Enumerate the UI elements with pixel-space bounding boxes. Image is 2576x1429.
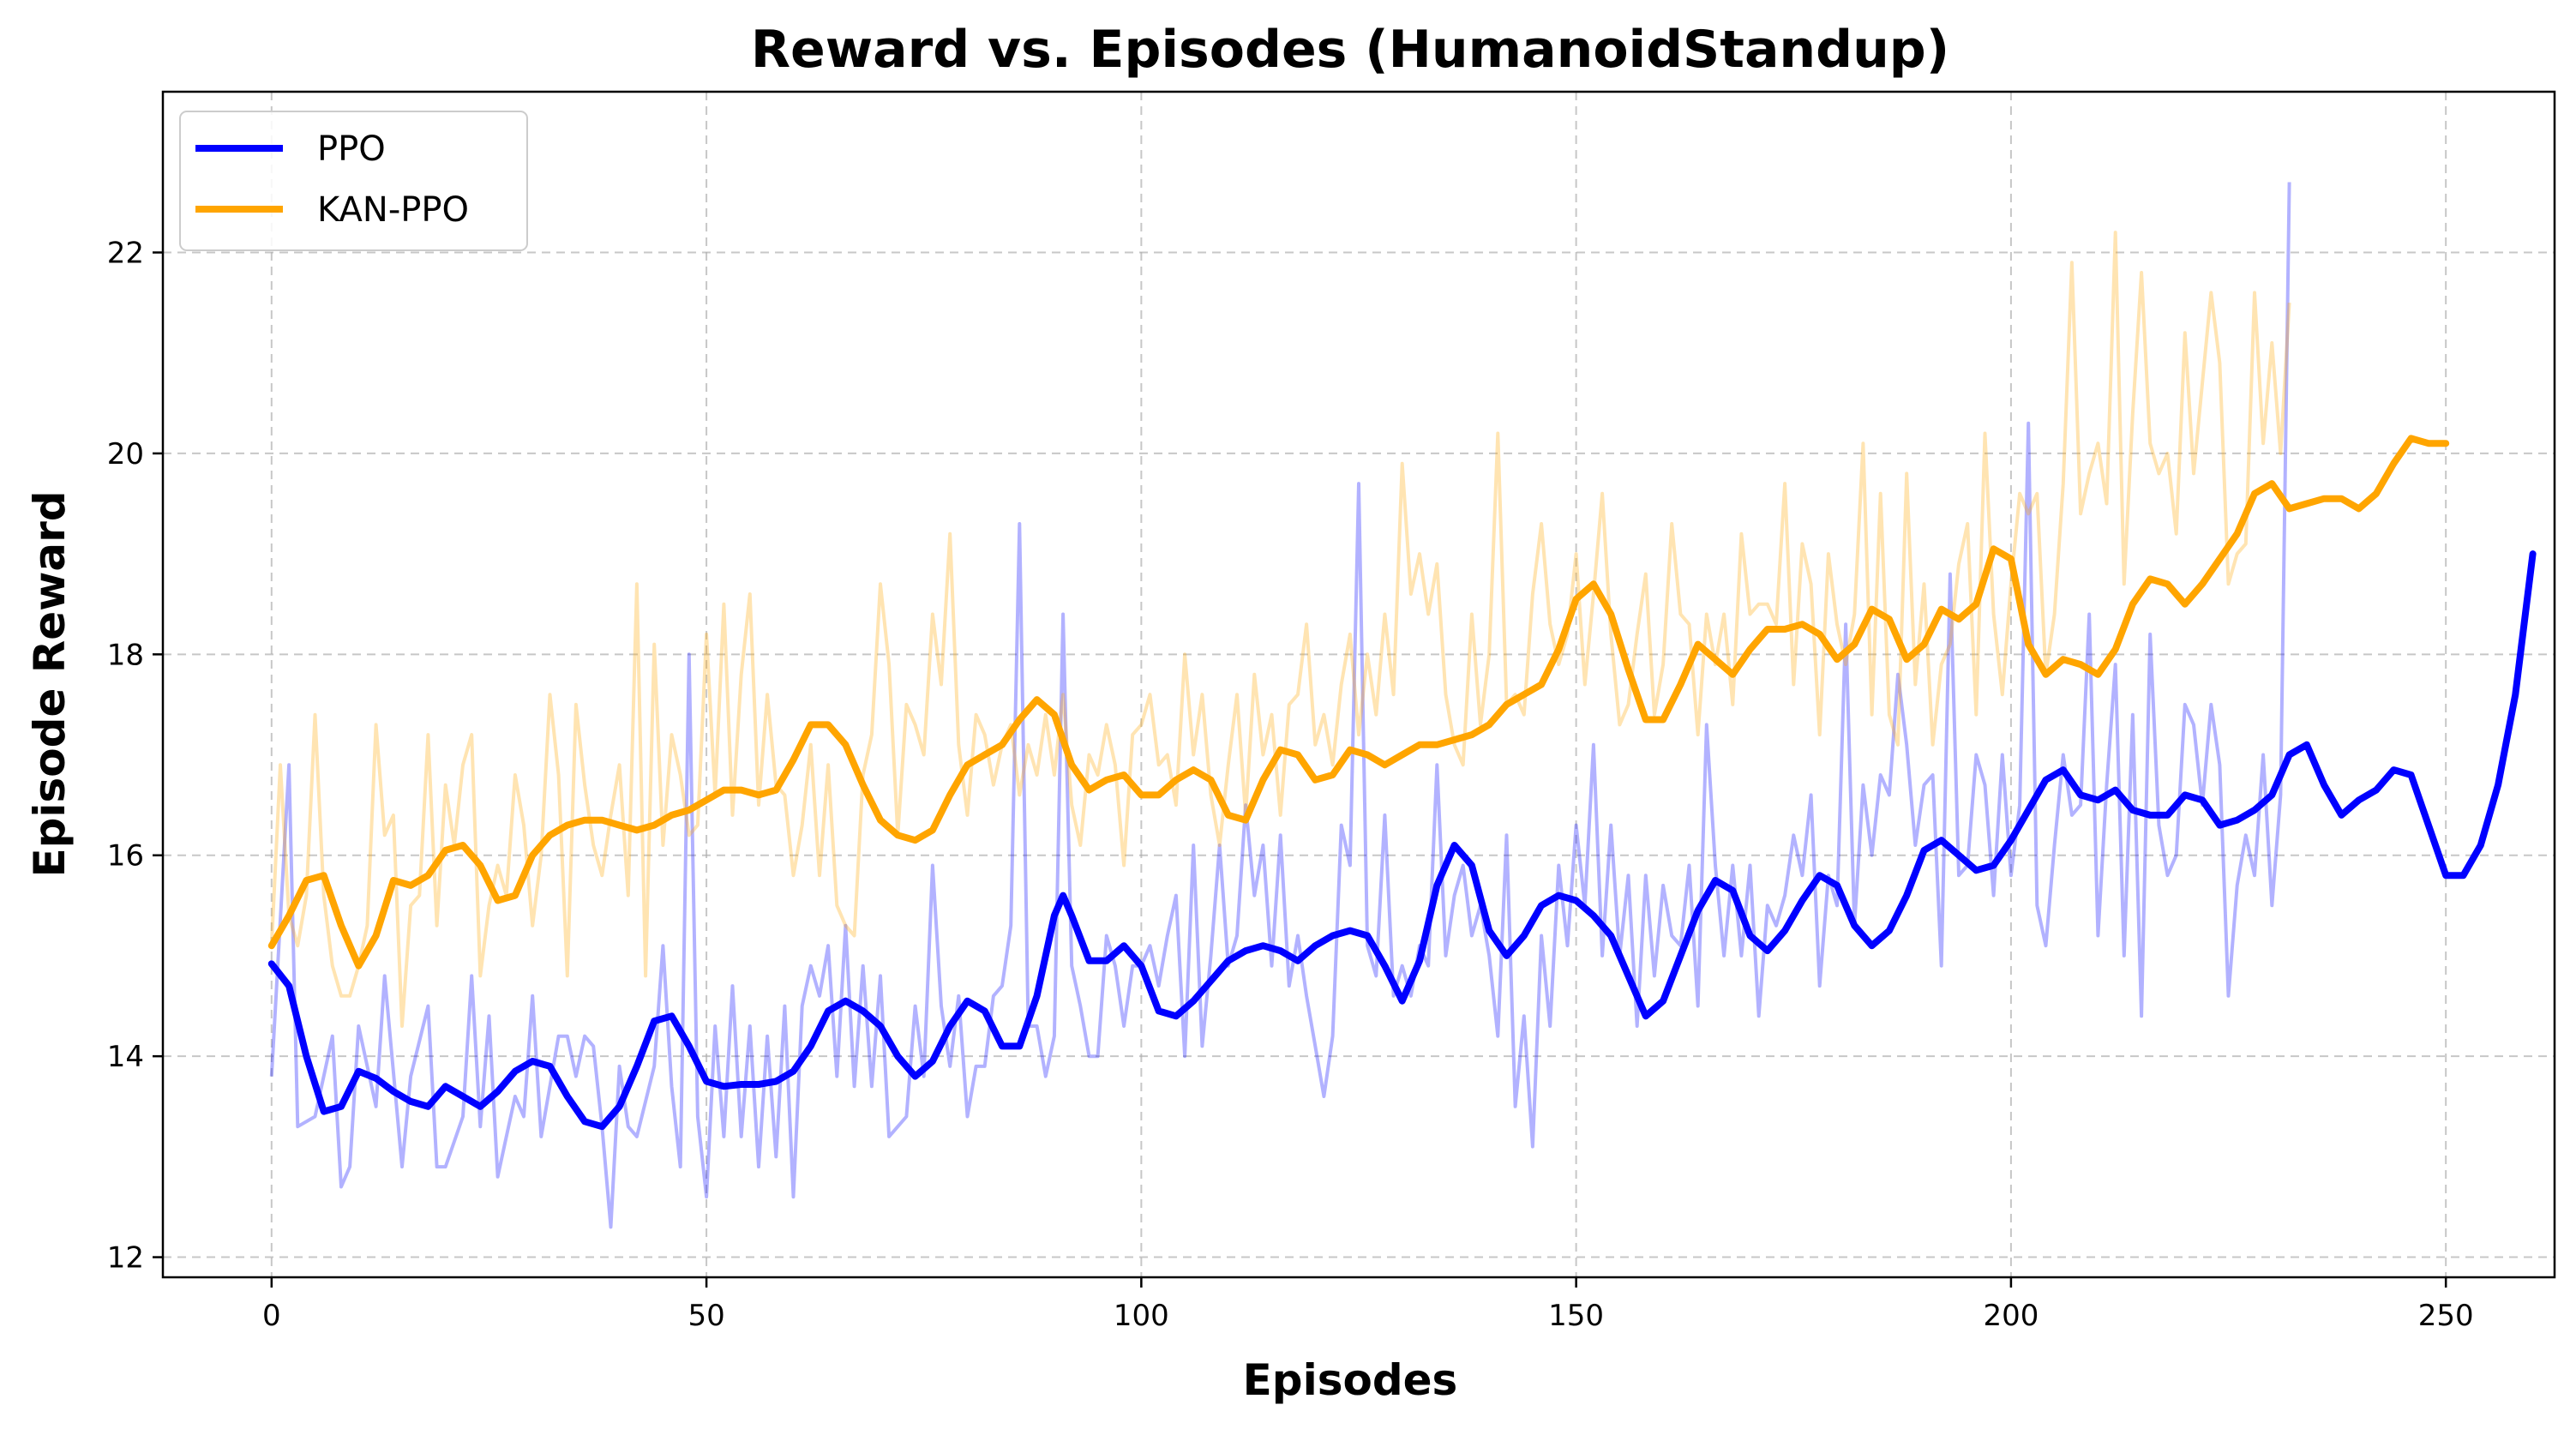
grid-lines [163, 92, 2555, 1277]
x-tick-label: 50 [688, 1299, 724, 1333]
smoothed-series-lines [267, 435, 2537, 1131]
y-tick-label: 20 [107, 437, 144, 471]
y-tick-label: 18 [107, 638, 144, 672]
legend-label-kan-ppo: KAN-PPO [317, 190, 469, 230]
x-tick-label: 100 [1114, 1299, 1169, 1333]
legend-label-ppo: PPO [317, 129, 386, 169]
raw-line-kan-ppo [269, 231, 2291, 1028]
legend: PPO KAN-PPO [179, 111, 528, 251]
x-tick-label: 200 [1983, 1299, 2039, 1333]
x-axis-label: Episodes [1243, 1355, 1458, 1405]
raw-line-ppo [269, 182, 2291, 1229]
smoothed-line-ppo [267, 550, 2537, 1131]
x-tick-label: 150 [1548, 1299, 1604, 1333]
y-axis-ticks: 12 14 16 18 20 22 [107, 237, 163, 1276]
y-tick-label: 16 [107, 839, 144, 874]
x-tick-label: 0 [262, 1299, 281, 1333]
smoothed-line-kan-ppo [267, 435, 2450, 970]
x-axis-ticks: 0 50 100 150 200 250 [262, 1277, 2474, 1333]
y-tick-label: 12 [107, 1241, 144, 1276]
x-tick-label: 250 [2418, 1299, 2474, 1333]
y-tick-label: 22 [107, 237, 144, 271]
y-tick-label: 14 [107, 1040, 144, 1074]
y-axis-label: Episode Reward [25, 490, 75, 877]
chart-title: Reward vs. Episodes (HumanoidStandup) [751, 20, 1949, 80]
raw-series-lines [269, 182, 2291, 1229]
plot-frame [161, 90, 2556, 1279]
